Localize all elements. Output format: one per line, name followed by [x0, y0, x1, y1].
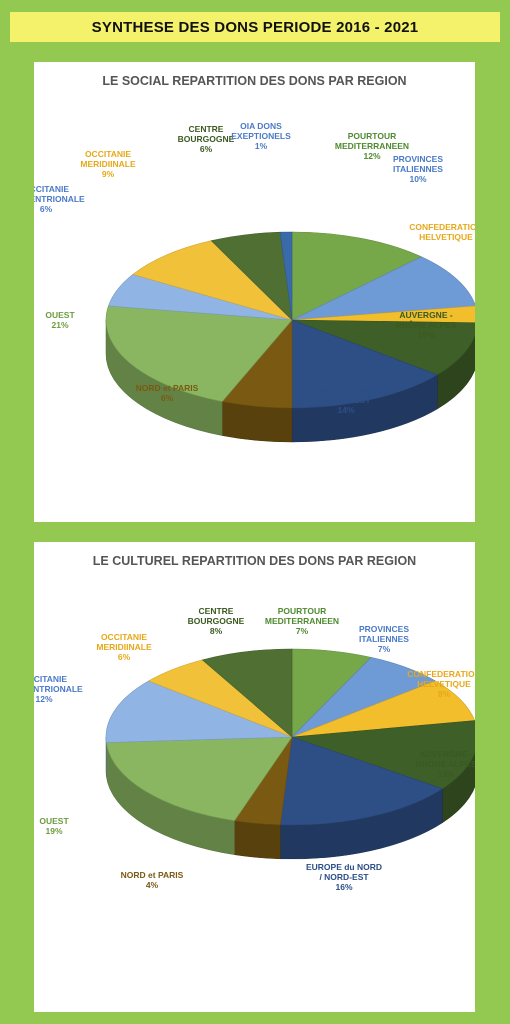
data-label-nord-et-paris: NORD et PARIS 4%: [121, 870, 184, 890]
pie-slice-confederation-helvetique: [291, 680, 475, 738]
page-title: SYNTHESE DES DONS PERIODE 2016 - 2021: [91, 18, 419, 36]
pie-slice-pourtour-mediterraneen: [291, 231, 423, 321]
social-chart-title: LE SOCIAL REPARTITION DES DONS PAR REGIO…: [102, 74, 407, 88]
data-label-pourtour-mediterraneen: POURTOUR MEDITERRANEEN 7%: [265, 606, 339, 636]
social-pie-chart: POURTOUR MEDITERRANEEN 12% PROVINCES ITALIEN…: [34, 121, 475, 443]
pie-labels: POURTOUR MEDITERRANEEN 7% PROVINCES ITALIENN…: [34, 606, 475, 892]
pie-slice-ouest: [105, 305, 293, 402]
data-label-ouest: OUEST 21%: [45, 310, 75, 330]
pie-slice-provinces-italiennes: [291, 256, 475, 321]
culturel-chart-panel: LE CULTUREL REPARTITION DES DONS PAR REG…: [34, 542, 475, 1012]
data-label-occitanie-meridiinale: OCCITANIE MERIDIINALE 6%: [96, 632, 152, 662]
pie-slice-occitanie-septentrionale: [105, 680, 293, 743]
data-label-occitanie-septentrionale: OCCITANIESEPTENTRIONALE12%: [34, 674, 83, 704]
data-label-ouest: OUEST 19%: [39, 816, 69, 836]
pie-slice-ouest: [106, 736, 293, 822]
data-label-provinces-italiennes: PROVINCES ITALIENNES 7%: [359, 624, 409, 654]
data-label-europe-du-nord-nord-est: EUROPE du NORD / NORD-EST 16%: [306, 862, 382, 892]
data-label-provinces-italiennes: PROVINCES ITALIENNES 10%: [393, 154, 443, 184]
pie-slice-auvergne-rhone-alpes: [291, 720, 475, 790]
pie-top-group: [105, 231, 475, 409]
data-label-centre-bourgogne: CENTRE BOURGOGNE 8%: [188, 606, 245, 636]
pie-slice-centre-bourgogne: [201, 648, 293, 738]
data-label-confederation-helvetique: CONFEDERATION HELVETIQUE 8%: [407, 669, 475, 699]
data-label-oia-dons-exeptionels: OIA DONS EXEPTIONELS 1%: [231, 121, 291, 151]
social-chart-panel: LE SOCIAL REPARTITION DES DONS PAR REGIO…: [34, 62, 475, 522]
culturel-chart-title: LE CULTUREL REPARTITION DES DONS PAR REG…: [92, 554, 417, 568]
page-banner: SYNTHESE DES DONS PERIODE 2016 - 2021: [10, 12, 500, 42]
pie-slice-europe-du-nord-nord-est: [291, 319, 439, 409]
data-label-nord-et-paris: NORD et PARIS 6%: [136, 383, 199, 403]
data-label-occitanie-septentrionale: OCCITANIESEPTENTRIONALE6%: [34, 184, 85, 214]
pie-slice-auvergne-rhone-alpes: [291, 319, 475, 376]
pie-slice-confederation-helvetique: [291, 305, 475, 324]
data-label-europe-du-nord-nord-est: EUROPE du NORD / NORD-EST 14%: [308, 385, 384, 415]
data-label-occitanie-meridiinale: OCCITANIE MERIDIINALE 9%: [80, 149, 136, 179]
data-label-centre-bourgogne: CENTRE BOURGOGNE 6%: [178, 124, 235, 154]
pie-slice-europe-du-nord-nord-est: [279, 736, 444, 826]
data-label-pourtour-mediterraneen: POURTOUR MEDITERRANEEN 12%: [335, 131, 409, 161]
pie-top-group: [105, 648, 475, 826]
culturel-pie-chart: POURTOUR MEDITERRANEEN 7% PROVINCES ITALIENN…: [34, 606, 475, 892]
pie-labels: POURTOUR MEDITERRANEEN 12% PROVINCES ITALIEN…: [34, 121, 475, 415]
pie-slice-occitanie-meridiinale: [132, 240, 293, 321]
pie-side-nord-et-paris: [234, 820, 281, 860]
pie-slice-oia-dons-exeptionels: [279, 231, 293, 321]
data-label-auvergne-rhone-alpes: AUVERGNE -RHÔNE ALPES 13%: [415, 749, 475, 779]
data-label-auvergne-rhone-alpes: AUVERGNE -RHÔNE ALPES 10%: [395, 310, 456, 340]
